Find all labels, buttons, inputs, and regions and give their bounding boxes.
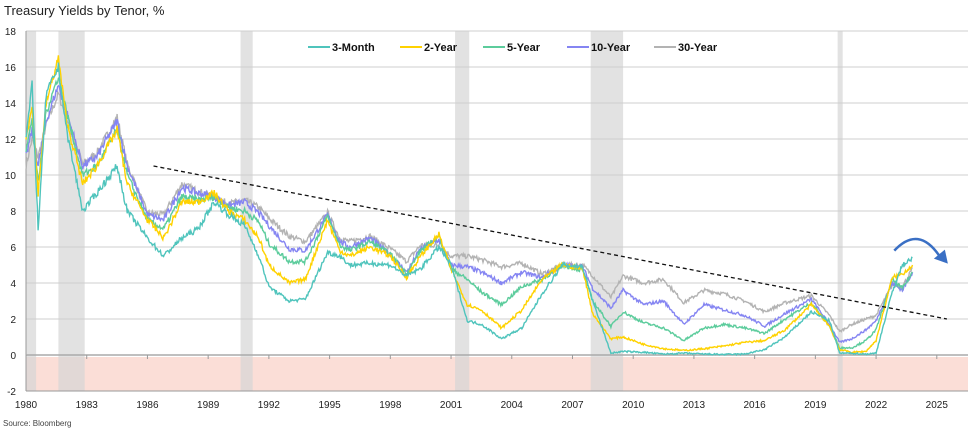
curved-arrow-icon xyxy=(893,237,941,258)
legend-item-30-year: 30-Year xyxy=(654,42,718,54)
series-line-30-year xyxy=(25,89,913,333)
x-tick-label: 1980 xyxy=(15,400,38,411)
x-tick-label: 2022 xyxy=(865,400,888,411)
x-tick-label: 2019 xyxy=(804,400,827,411)
y-tick-label: 18 xyxy=(5,27,17,38)
legend-item-2-year: 2-Year xyxy=(400,42,458,54)
legend-label: 10-Year xyxy=(591,42,631,54)
x-tick-label: 1986 xyxy=(136,400,159,411)
x-tick-label: 2001 xyxy=(440,400,463,411)
legend-label: 3-Month xyxy=(332,42,375,54)
series-line-5-year xyxy=(25,76,913,350)
series-line-2-year xyxy=(25,55,914,354)
legend-label: 5-Year xyxy=(507,42,541,54)
x-tick-label: 2010 xyxy=(622,400,645,411)
legend-item-5-year: 5-Year xyxy=(483,42,541,54)
y-tick-label: 8 xyxy=(10,207,16,218)
x-tick-label: 1992 xyxy=(258,400,281,411)
x-tick-label: 2013 xyxy=(683,400,706,411)
x-tick-label: 1989 xyxy=(197,400,220,411)
x-tick-label: 2007 xyxy=(561,400,584,411)
negative-zone xyxy=(26,357,968,391)
chart-title: Treasury Yields by Tenor, % xyxy=(4,3,165,18)
arrowhead-icon xyxy=(933,249,948,264)
series-line-10-year xyxy=(25,84,914,344)
x-tick-label: 2025 xyxy=(926,400,949,411)
source-note: Source: Bloomberg xyxy=(3,419,72,428)
legend-label: 2-Year xyxy=(424,42,458,54)
x-tick-label: 2004 xyxy=(501,400,524,411)
y-tick-label: 6 xyxy=(10,243,16,254)
x-tick-label: 2016 xyxy=(744,400,767,411)
series-line-3-month xyxy=(25,62,913,357)
y-tick-label: 16 xyxy=(5,63,17,74)
y-tick-label: 10 xyxy=(5,171,17,182)
trendline xyxy=(153,165,948,320)
x-tick-label: 1983 xyxy=(76,400,99,411)
y-tick-label: 0 xyxy=(10,351,16,362)
legend-item-10-year: 10-Year xyxy=(567,42,631,54)
x-tick-label: 1995 xyxy=(318,400,341,411)
legend-label: 30-Year xyxy=(678,42,718,54)
y-tick-label: 14 xyxy=(5,99,17,110)
y-tick-label: 4 xyxy=(10,279,16,290)
y-tick-label: 2 xyxy=(10,315,16,326)
legend-item-3-month: 3-Month xyxy=(308,42,375,54)
x-tick-label: 1998 xyxy=(379,400,402,411)
y-tick-label: 12 xyxy=(5,135,17,146)
y-tick-label: -2 xyxy=(7,387,16,398)
